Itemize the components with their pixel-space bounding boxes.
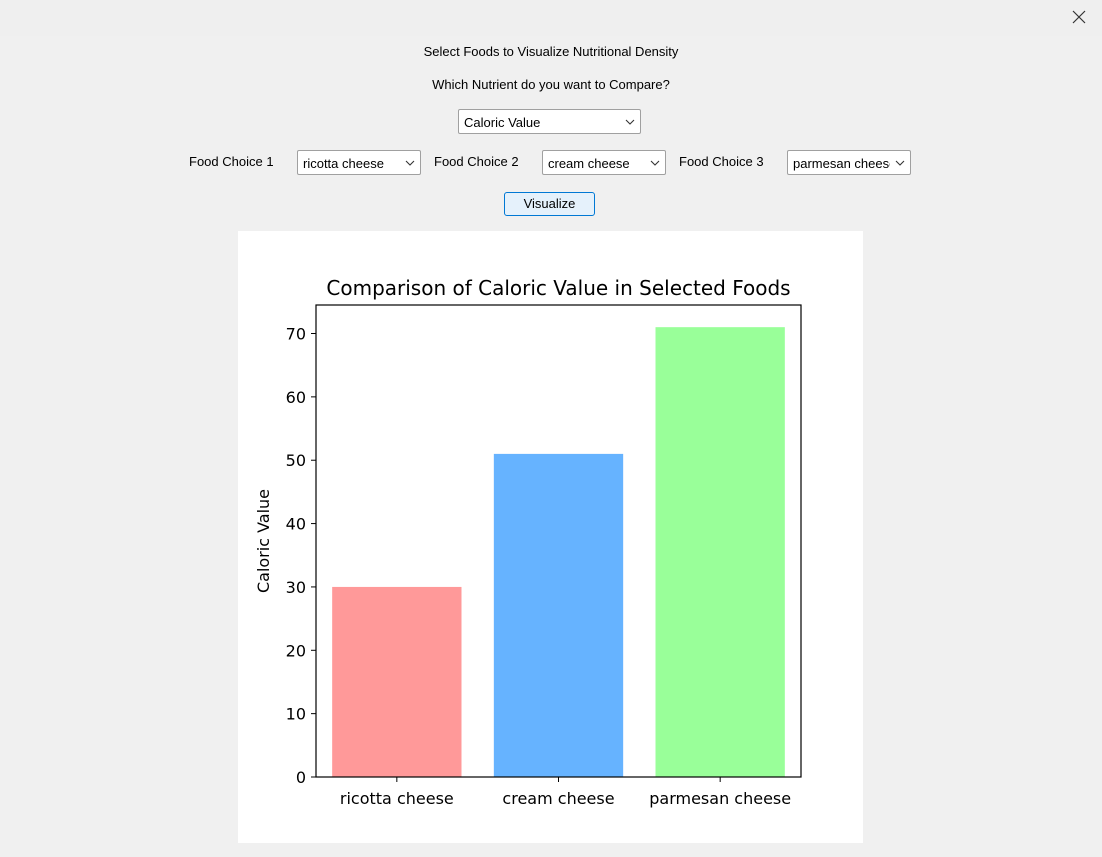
chevron-down-icon xyxy=(625,119,635,125)
y-tick-label: 70 xyxy=(286,325,306,344)
bar-parmesan-cheese xyxy=(655,327,785,777)
visualize-button[interactable]: Visualize xyxy=(504,192,595,216)
y-tick-label: 20 xyxy=(286,641,306,660)
food-choice-2-label: Food Choice 2 xyxy=(434,154,519,169)
y-tick-label: 10 xyxy=(286,705,306,724)
food-choice-2-value: cream cheese xyxy=(548,156,630,171)
nutrient-select-value: Caloric Value xyxy=(464,115,541,130)
y-tick-label: 30 xyxy=(286,578,306,597)
y-tick-label: 50 xyxy=(286,451,306,470)
bar-ricotta-cheese xyxy=(332,586,462,777)
chart-title: Comparison of Caloric Value in Selected … xyxy=(326,276,790,300)
food-choice-3-value: parmesan cheese xyxy=(793,156,890,171)
title-bar xyxy=(0,0,1102,36)
close-button[interactable] xyxy=(1064,4,1094,30)
bar-cream-cheese xyxy=(493,453,624,777)
food-choice-3-select[interactable]: parmesan cheese xyxy=(787,150,911,175)
food-choice-3-label: Food Choice 3 xyxy=(679,154,764,169)
food-choice-1-label: Food Choice 1 xyxy=(189,154,274,169)
chevron-down-icon xyxy=(650,160,660,166)
y-axis-label: Caloric Value xyxy=(254,489,273,593)
x-tick-label: parmesan cheese xyxy=(649,789,791,808)
y-tick-label: 60 xyxy=(286,388,306,407)
close-icon xyxy=(1072,10,1086,24)
chart-canvas: Comparison of Caloric Value in Selected … xyxy=(238,231,863,843)
food-choice-1-value: ricotta cheese xyxy=(303,156,384,171)
food-choice-2-select[interactable]: cream cheese xyxy=(542,150,666,175)
bar-chart: Comparison of Caloric Value in Selected … xyxy=(254,276,802,808)
y-tick-label: 40 xyxy=(286,515,306,534)
chevron-down-icon xyxy=(895,160,905,166)
y-tick-label: 0 xyxy=(296,768,306,787)
food-choice-1-select[interactable]: ricotta cheese xyxy=(297,150,421,175)
x-tick-label: ricotta cheese xyxy=(340,789,454,808)
nutrient-question: Which Nutrient do you want to Compare? xyxy=(432,77,670,92)
plot-frame xyxy=(315,304,802,778)
nutrient-select[interactable]: Caloric Value xyxy=(458,109,641,134)
page-title: Select Foods to Visualize Nutritional De… xyxy=(423,44,679,59)
x-tick-label: cream cheese xyxy=(502,789,614,808)
chevron-down-icon xyxy=(405,160,415,166)
